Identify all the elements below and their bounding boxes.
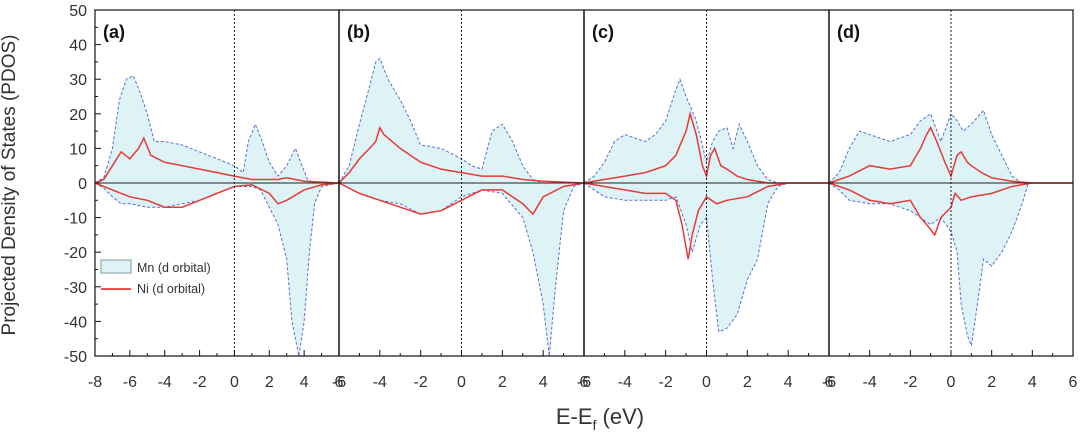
mn-down-outline bbox=[828, 182, 1073, 348]
panel-2: (b) -6 -4 -2 0 2 4 6 bbox=[332, 10, 589, 391]
y-tick-label: -30 bbox=[64, 280, 87, 297]
x-tick-label: 2 bbox=[987, 374, 996, 391]
legend: Mn (d orbital) Ni (d orbital) bbox=[100, 259, 211, 296]
x-tick-label: 6 bbox=[1069, 374, 1078, 391]
y-tick-label: 10 bbox=[69, 141, 87, 158]
mn-up-fill bbox=[584, 79, 829, 183]
x-tick-label: 2 bbox=[498, 374, 507, 391]
x-tick-label: 2 bbox=[743, 374, 752, 391]
legend-label-ni: Ni (d orbital) bbox=[137, 282, 205, 296]
panels-layer: (a) -8 -6 -4 -2 0 2 4 6 (b) -6 -4 -2 0 2 4 6 (c) -6 -4 -2 0 2 4… bbox=[88, 10, 1078, 391]
x-tick-label: -6 bbox=[332, 374, 346, 391]
x-tick-label: -2 bbox=[659, 374, 673, 391]
x-tick-label: 4 bbox=[784, 374, 793, 391]
ni-down-line bbox=[828, 182, 1073, 237]
x-tick-label: 4 bbox=[1028, 374, 1037, 391]
y-tick-label: 30 bbox=[69, 72, 87, 89]
panel-label: (d) bbox=[837, 22, 860, 42]
mn-down-fill bbox=[95, 183, 339, 356]
y-tick-label: 20 bbox=[69, 107, 87, 124]
y-axis-label-text: Projected Density of States (PDOS) bbox=[0, 34, 20, 336]
x-axis-label-unit: (eV) bbox=[596, 404, 645, 429]
legend-label-mn: Mn (d orbital) bbox=[137, 261, 211, 275]
x-tick-label: -4 bbox=[618, 374, 632, 391]
panel-label: (a) bbox=[103, 22, 125, 42]
mn-down-outline bbox=[338, 182, 585, 357]
x-tick-label: 6 bbox=[580, 374, 589, 391]
x-tick-label: 6 bbox=[335, 374, 344, 391]
x-tick-label: -8 bbox=[88, 374, 102, 391]
y-tick-label: -10 bbox=[64, 211, 87, 228]
x-tick-label: -6 bbox=[123, 374, 137, 391]
legend-swatch-mn bbox=[100, 259, 132, 274]
y-tick-label: 50 bbox=[69, 3, 87, 20]
x-axis-label: E-Ef (eV) bbox=[500, 404, 700, 433]
x-tick-label: 4 bbox=[539, 374, 548, 391]
x-axis-label-main: E-E bbox=[555, 404, 593, 429]
x-tick-label: -4 bbox=[373, 374, 387, 391]
y-tick-label: 0 bbox=[78, 176, 87, 193]
panel-1: (a) -8 -6 -4 -2 0 2 4 6 bbox=[88, 10, 344, 391]
y-tick-label: 40 bbox=[69, 38, 87, 55]
x-tick-label: 4 bbox=[300, 374, 309, 391]
y-tick-label: -40 bbox=[64, 314, 87, 331]
ni-up-line bbox=[338, 125, 585, 184]
mn-down-fill bbox=[584, 183, 829, 332]
mn-up-fill bbox=[339, 58, 584, 183]
panel-label: (c) bbox=[592, 22, 614, 42]
x-tick-label: -4 bbox=[158, 374, 172, 391]
axes-layer: -50 -40 -30 -20 -10 0 10 20 30 40 50 bbox=[64, 3, 1074, 366]
x-tick-label: 6 bbox=[825, 374, 834, 391]
x-tick-label: -4 bbox=[863, 374, 877, 391]
x-tick-label: -2 bbox=[192, 374, 206, 391]
ni-down-line bbox=[94, 182, 340, 208]
mn-down-fill bbox=[339, 183, 584, 356]
x-tick-label: 2 bbox=[265, 374, 274, 391]
x-tick-label: -6 bbox=[822, 374, 836, 391]
x-tick-label: 0 bbox=[947, 374, 956, 391]
mn-down-outline bbox=[94, 182, 340, 357]
ni-up-line bbox=[828, 125, 1073, 184]
mn-down-fill bbox=[829, 183, 1073, 346]
y-tick-label: -20 bbox=[64, 245, 87, 262]
ni-down-line bbox=[583, 182, 829, 260]
mn-up-outline bbox=[94, 75, 339, 184]
x-tick-label: -2 bbox=[414, 374, 428, 391]
x-tick-label: 0 bbox=[230, 374, 239, 391]
ni-up-line bbox=[583, 110, 829, 184]
ni-down-line bbox=[338, 182, 585, 216]
x-tick-label: -6 bbox=[577, 374, 591, 391]
x-axis-label-sub: f bbox=[592, 417, 597, 433]
x-tick-label: 0 bbox=[457, 374, 466, 391]
mn-up-fill bbox=[95, 75, 339, 183]
mn-up-outline bbox=[338, 57, 584, 184]
panel-3: (c) -6 -4 -2 0 2 4 6 bbox=[577, 10, 834, 391]
ni-up-line bbox=[94, 136, 340, 184]
panel-4: (d) -6 -4 -2 0 2 4 6 bbox=[822, 10, 1078, 391]
mn-down-outline bbox=[583, 182, 829, 333]
mn-up-outline bbox=[583, 77, 829, 184]
x-tick-label: 0 bbox=[702, 374, 711, 391]
x-tick-label: -2 bbox=[903, 374, 917, 391]
y-tick-label: -50 bbox=[64, 349, 87, 366]
panel-label: (b) bbox=[347, 22, 370, 42]
